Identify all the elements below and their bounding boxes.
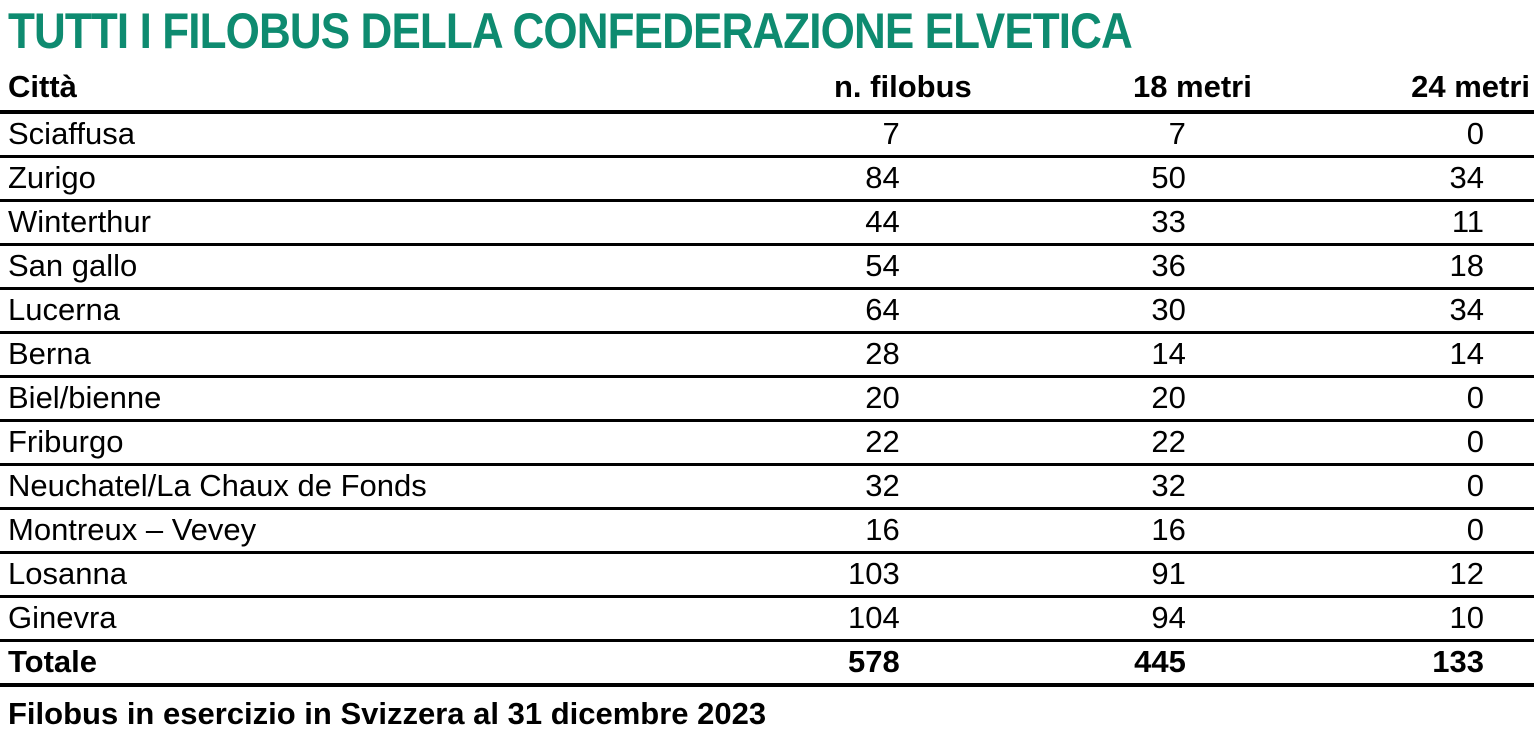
column-header-n-filobus: n. filobus bbox=[736, 58, 982, 114]
cell-18m: 22 bbox=[981, 420, 1258, 466]
cell-24m: 11 bbox=[1257, 200, 1534, 246]
n-filobus-cell: 64 bbox=[736, 288, 982, 334]
cell-18m: 33 bbox=[981, 200, 1258, 246]
cell-18m: 30 bbox=[981, 288, 1258, 334]
table-row: Ginevra 104 94 10 bbox=[0, 596, 1534, 642]
n-filobus-cell: 104 bbox=[736, 596, 982, 642]
city-cell: Ginevra bbox=[0, 596, 737, 642]
column-header-24-metri: 24 metri bbox=[1257, 58, 1534, 114]
city-cell: Lucerna bbox=[0, 288, 737, 334]
table-row: Montreux – Vevey 16 16 0 bbox=[0, 508, 1534, 554]
table-row: Losanna 103 91 12 bbox=[0, 552, 1534, 598]
cell-24m: 0 bbox=[1257, 464, 1534, 510]
table-row: Zurigo 84 50 34 bbox=[0, 156, 1534, 202]
cell-18m: 50 bbox=[981, 156, 1258, 202]
cell-24m: 0 bbox=[1257, 112, 1534, 158]
table-body: Sciaffusa 7 7 0 Zurigo 84 50 34 Winterth… bbox=[0, 112, 1534, 687]
city-cell: Zurigo bbox=[0, 156, 737, 202]
page-title: TUTTI I FILOBUS DELLA CONFEDERAZIONE ELV… bbox=[8, 4, 1534, 58]
table-header: Città n. filobus 18 metri 24 metri bbox=[0, 58, 1534, 114]
trolleybus-document: TUTTI I FILOBUS DELLA CONFEDERAZIONE ELV… bbox=[0, 4, 1534, 732]
total-18m-cell: 445 bbox=[981, 640, 1258, 687]
n-filobus-cell: 84 bbox=[736, 156, 982, 202]
column-header-city: Città bbox=[0, 58, 737, 114]
trolleybus-table: Città n. filobus 18 metri 24 metri Sciaf… bbox=[0, 58, 1534, 687]
n-filobus-cell: 103 bbox=[736, 552, 982, 598]
city-cell: Winterthur bbox=[0, 200, 737, 246]
table-row: Berna 28 14 14 bbox=[0, 332, 1534, 378]
cell-18m: 20 bbox=[981, 376, 1258, 422]
cell-24m: 18 bbox=[1257, 244, 1534, 290]
cell-24m: 0 bbox=[1257, 376, 1534, 422]
n-filobus-cell: 22 bbox=[736, 420, 982, 466]
n-filobus-cell: 7 bbox=[736, 112, 982, 158]
total-row: Totale 578 445 133 bbox=[0, 640, 1534, 687]
n-filobus-cell: 44 bbox=[736, 200, 982, 246]
page-title-text: TUTTI I FILOBUS DELLA CONFEDERAZIONE ELV… bbox=[8, 3, 1133, 59]
cell-18m: 94 bbox=[981, 596, 1258, 642]
column-header-18-metri: 18 metri bbox=[981, 58, 1258, 114]
table-row: Lucerna 64 30 34 bbox=[0, 288, 1534, 334]
total-24m-cell: 133 bbox=[1257, 640, 1534, 687]
cell-18m: 32 bbox=[981, 464, 1258, 510]
city-cell: Berna bbox=[0, 332, 737, 378]
table-row: Biel/bienne 20 20 0 bbox=[0, 376, 1534, 422]
city-cell: Biel/bienne bbox=[0, 376, 737, 422]
table-row: Friburgo 22 22 0 bbox=[0, 420, 1534, 466]
cell-24m: 34 bbox=[1257, 156, 1534, 202]
table-row: Sciaffusa 7 7 0 bbox=[0, 112, 1534, 158]
total-n-filobus-cell: 578 bbox=[736, 640, 982, 687]
city-cell: Sciaffusa bbox=[0, 112, 737, 158]
city-cell: Losanna bbox=[0, 552, 737, 598]
n-filobus-cell: 28 bbox=[736, 332, 982, 378]
header-row: Città n. filobus 18 metri 24 metri bbox=[0, 58, 1534, 114]
cell-24m: 0 bbox=[1257, 420, 1534, 466]
cell-18m: 36 bbox=[981, 244, 1258, 290]
n-filobus-cell: 54 bbox=[736, 244, 982, 290]
cell-24m: 10 bbox=[1257, 596, 1534, 642]
cell-18m: 7 bbox=[981, 112, 1258, 158]
n-filobus-cell: 32 bbox=[736, 464, 982, 510]
cell-24m: 34 bbox=[1257, 288, 1534, 334]
table-row: Winterthur 44 33 11 bbox=[0, 200, 1534, 246]
table-caption: Filobus in esercizio in Svizzera al 31 d… bbox=[8, 696, 767, 731]
cell-18m: 14 bbox=[981, 332, 1258, 378]
city-cell: Montreux – Vevey bbox=[0, 508, 737, 554]
n-filobus-cell: 20 bbox=[736, 376, 982, 422]
city-cell: Friburgo bbox=[0, 420, 737, 466]
cell-24m: 0 bbox=[1257, 508, 1534, 554]
table-row: Neuchatel/La Chaux de Fonds 32 32 0 bbox=[0, 464, 1534, 510]
total-label-cell: Totale bbox=[0, 640, 737, 687]
cell-24m: 12 bbox=[1257, 552, 1534, 598]
cell-18m: 91 bbox=[981, 552, 1258, 598]
cell-18m: 16 bbox=[981, 508, 1258, 554]
city-cell: San gallo bbox=[0, 244, 737, 290]
city-cell: Neuchatel/La Chaux de Fonds bbox=[0, 464, 737, 510]
table-row: San gallo 54 36 18 bbox=[0, 244, 1534, 290]
cell-24m: 14 bbox=[1257, 332, 1534, 378]
n-filobus-cell: 16 bbox=[736, 508, 982, 554]
